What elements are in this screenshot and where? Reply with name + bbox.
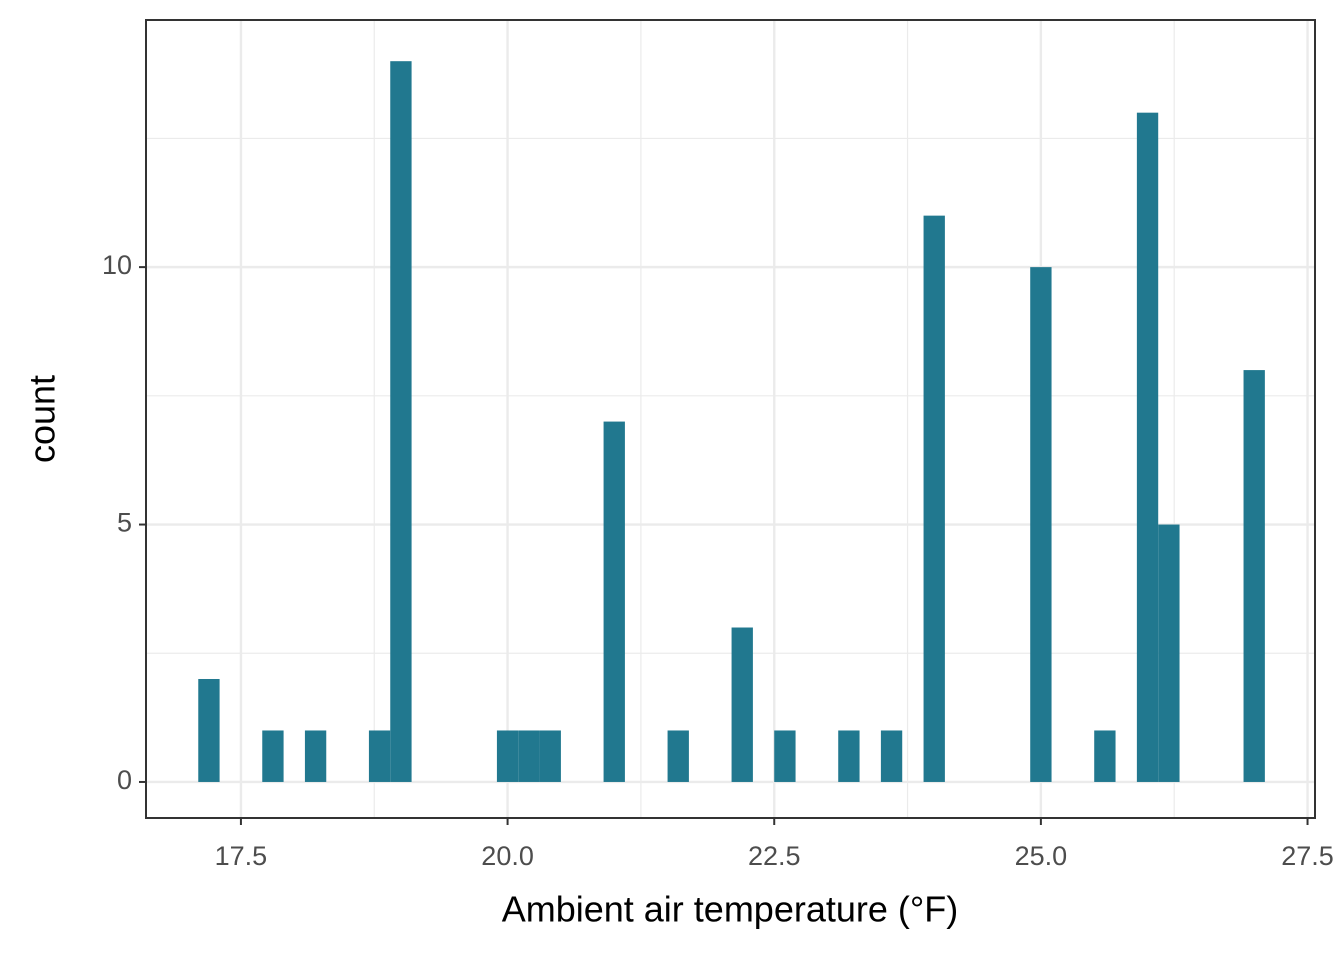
- plot-background: [146, 20, 1315, 818]
- bar: [198, 678, 220, 782]
- bar: [667, 730, 689, 782]
- y-tick-label: 0: [117, 765, 132, 795]
- x-tick-label: 27.5: [1281, 841, 1334, 871]
- bar: [368, 730, 391, 782]
- bar: [923, 215, 945, 782]
- bar: [731, 627, 753, 782]
- bar: [1030, 267, 1052, 782]
- x-axis-label: Ambient air temperature (°F): [502, 889, 959, 930]
- bar: [774, 730, 796, 782]
- x-tick-label: 25.0: [1015, 841, 1068, 871]
- bar: [1136, 112, 1159, 782]
- x-tick-label: 20.0: [481, 841, 534, 871]
- bar: [539, 730, 561, 782]
- bar: [838, 730, 860, 782]
- x-tick-label: 17.5: [215, 841, 268, 871]
- y-tick-label: 5: [117, 508, 132, 538]
- bar: [603, 421, 625, 782]
- bar: [518, 730, 540, 782]
- bar: [262, 730, 284, 782]
- y-tick-label: 10: [102, 250, 132, 280]
- x-tick-label: 22.5: [748, 841, 801, 871]
- bar: [1158, 524, 1180, 782]
- bar: [1243, 370, 1265, 782]
- plot-border: [145, 19, 1316, 819]
- bar: [1094, 730, 1116, 782]
- bar: [390, 61, 412, 782]
- bar: [304, 730, 327, 782]
- bar: [496, 730, 519, 782]
- bar: [880, 730, 903, 782]
- y-axis-label: count: [22, 375, 63, 463]
